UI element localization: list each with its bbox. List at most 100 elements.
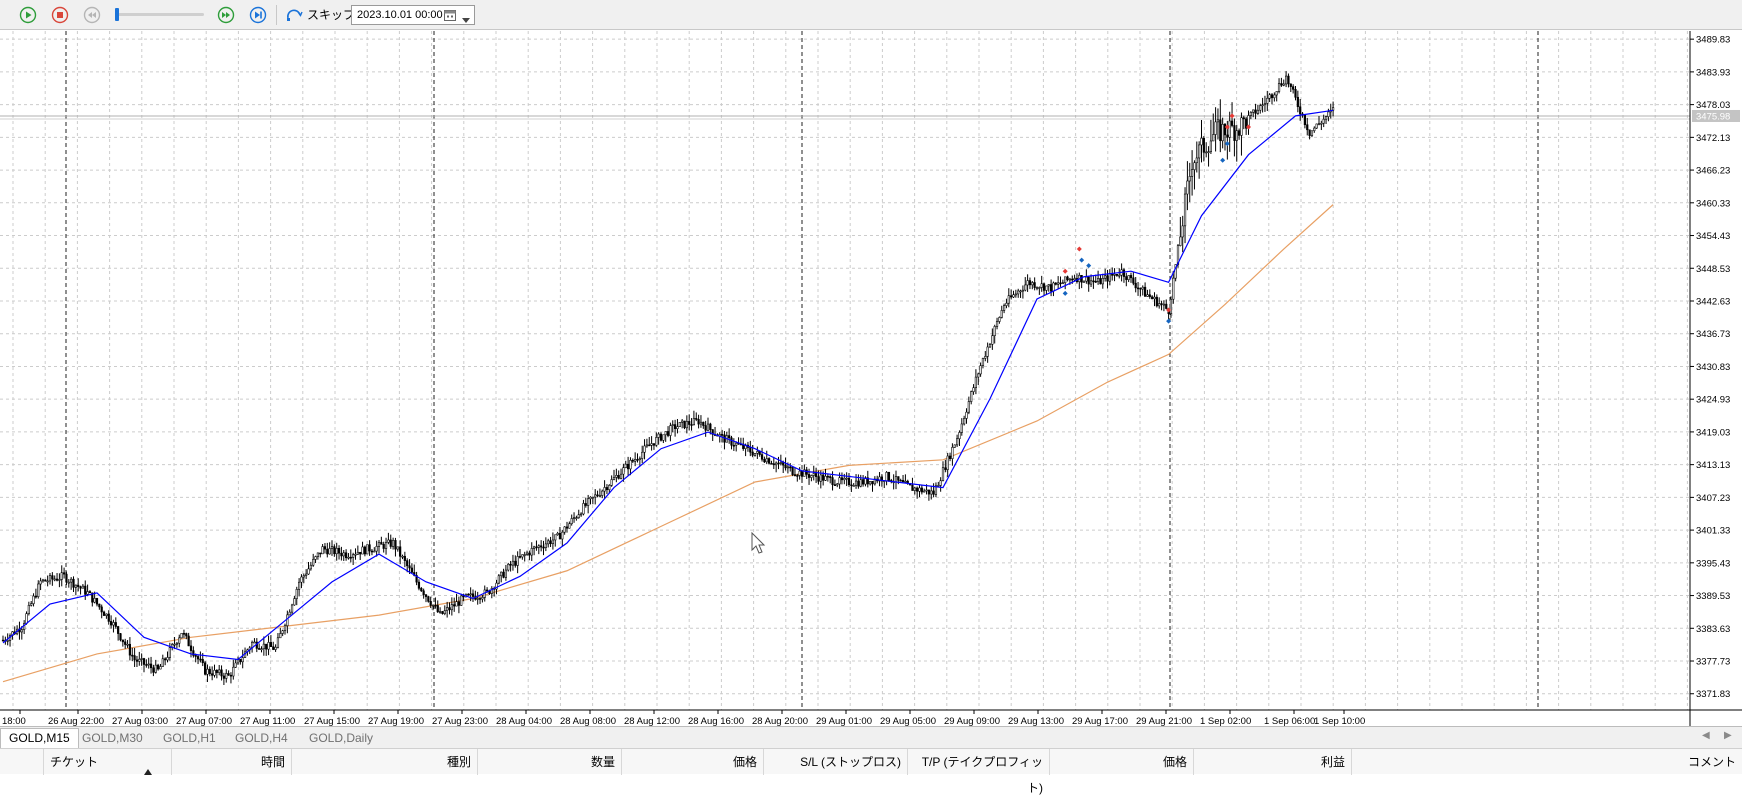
candle-body [272,646,275,650]
time-label: 27 Aug 19:00 [368,716,424,726]
candle-body [977,373,980,378]
candle-body [406,560,409,567]
candle-body [450,604,453,611]
candle-body [1104,275,1107,279]
current-price-badge [1692,109,1740,122]
candle-body [1280,83,1283,86]
col-comment[interactable]: コメント [1352,749,1742,775]
candle-body [652,443,656,446]
col-take-profit[interactable]: T/P (テイクプロフィット) [908,749,1050,795]
candle-body [775,462,778,466]
candle-body [934,485,938,495]
candle-body [1324,116,1328,120]
skip-icon[interactable] [285,6,303,24]
candle-body [756,451,759,454]
candle-body [471,593,475,597]
candle-body [1198,144,1201,159]
col-stop-loss[interactable]: S/L (ストップロス) [764,749,908,775]
candle-body [84,585,87,595]
candle-body [1005,302,1008,306]
chevron-down-icon[interactable] [462,13,470,26]
price-chart[interactable]: 3489.83 3483.93 3478.03 3472.13 3466.23 3460.… [0,31,1742,727]
candle-body [1205,151,1208,154]
candle-body [1047,284,1050,287]
tab-scroll-left-icon[interactable]: ◀ [1702,730,1710,741]
candle-body [967,401,970,413]
candle-body [1310,130,1314,136]
tab-gold-m30[interactable]: GOLD,M30 [82,731,143,745]
candle-body [481,597,484,600]
candle-body [1127,275,1130,280]
buy-marker [1079,257,1085,263]
candle-body [326,548,329,555]
candle-body [648,444,651,447]
candle-body [1132,277,1135,284]
calendar-icon[interactable] [444,9,456,24]
tab-gold-h1[interactable]: GOLD,H1 [163,731,216,745]
candle-body [164,658,167,661]
candle-body [612,477,616,480]
candle-body [81,585,84,589]
candle-body [300,576,303,583]
col-ticket[interactable]: チケット [44,749,172,775]
col-time[interactable]: 時間 [172,749,292,775]
speed-slider-thumb[interactable] [115,8,119,21]
skip-to-end-icon[interactable] [249,6,267,24]
step-back-icon[interactable] [83,6,101,24]
tab-gold-h4[interactable]: GOLD,H4 [235,731,288,745]
buy-marker [1086,263,1092,269]
candle-body [1129,275,1133,279]
col-price[interactable]: 価格 [622,749,764,775]
skip-date-value[interactable]: 2023.10.01 00:00 [357,9,443,21]
price-label: 3389.53 [1696,591,1730,602]
tab-gold-m15[interactable]: GOLD,M15 [0,728,79,748]
candle-body [579,513,583,516]
buy-marker [1166,318,1172,324]
candle-body [617,475,620,479]
candle-body [1155,296,1158,307]
candle-body [1266,97,1269,104]
skip-date-field[interactable]: 2023.10.01 00:00 [351,5,475,25]
candle-body [1035,287,1039,289]
price-label: 3472.13 [1696,133,1730,144]
candle-body [1068,278,1071,281]
candle-body [375,546,378,552]
candle-body [1238,130,1241,136]
candle-body [542,546,545,549]
candle-body [1221,123,1224,142]
price-label: 3430.83 [1696,362,1730,373]
col-profit[interactable]: 利益 [1194,749,1352,775]
col-current-price[interactable]: 価格 [1050,749,1194,775]
candle-body [1294,89,1297,98]
tab-gold-daily[interactable]: GOLD,Daily [309,731,374,745]
candle-body [1212,134,1215,142]
candle-body [838,477,841,485]
speed-slider-track[interactable] [118,13,204,16]
candle-body [1200,137,1203,146]
toolbar-separator [276,5,277,25]
candle-body [269,642,273,647]
candle-body [626,463,630,470]
ma-slow-line [2,204,1334,683]
candle-body [119,633,122,641]
candle-body [431,604,435,607]
chart-canvas[interactable]: 3489.83 3483.93 3478.03 3472.13 3466.23 3460.… [0,31,1742,727]
candle-body [128,643,132,656]
price-label: 3448.53 [1696,264,1730,275]
stop-icon[interactable] [51,6,69,24]
candle-body [730,437,733,446]
col-type[interactable]: 種別 [292,749,478,775]
candle-body [622,467,625,475]
candle-body [48,575,52,582]
col-volume[interactable]: 数量 [478,749,622,775]
tab-scroll-right-icon[interactable]: ▶ [1724,730,1732,741]
price-label: 3489.83 [1696,35,1730,46]
fast-forward-icon[interactable] [217,6,235,24]
time-label: 1 Sep 10:00 [1314,716,1365,726]
skip-label[interactable]: スキップ [307,8,356,22]
play-icon[interactable] [19,6,37,24]
candle-body [258,648,261,650]
candle-body [678,422,681,427]
candle-body [525,552,529,555]
candle-body [1087,276,1090,285]
